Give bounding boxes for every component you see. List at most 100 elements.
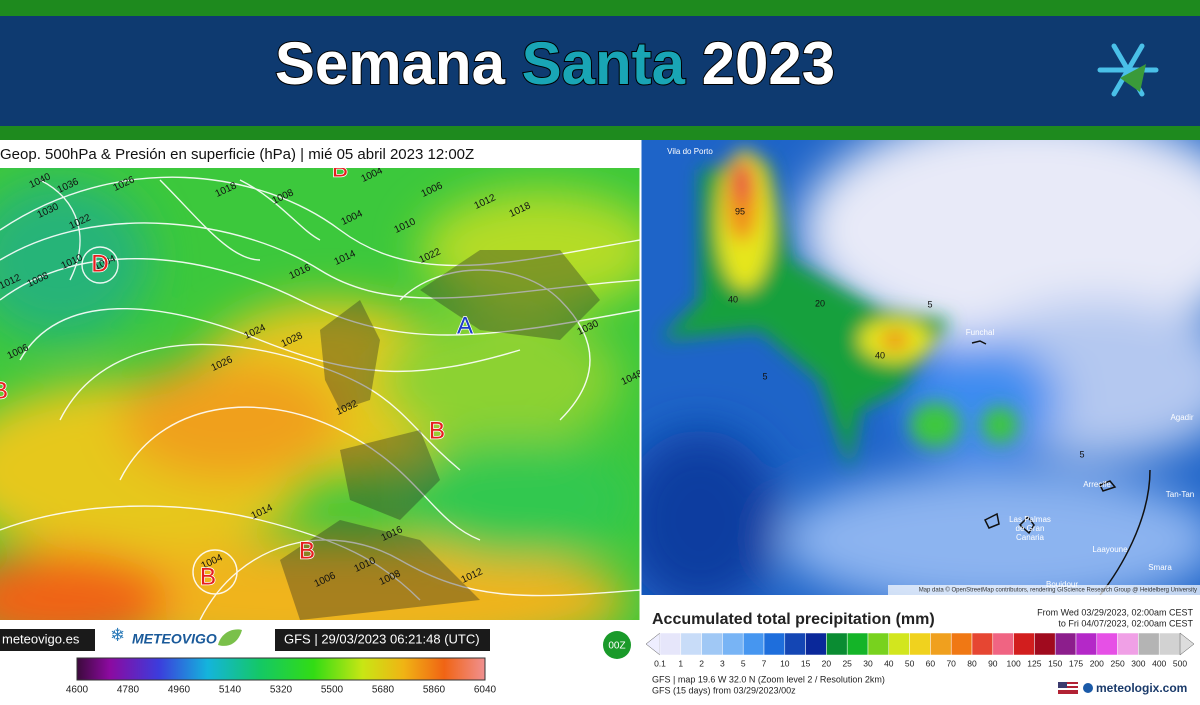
contour-label: 40 [728,294,738,304]
site-box [0,629,95,651]
scale-tick-label: 25 [842,658,852,668]
scale-swatch [784,632,806,656]
title-word: Santa [522,30,686,97]
scale-tick-label: 150 [1048,658,1062,668]
scale-swatch [742,632,765,656]
flag-icon [1058,682,1078,694]
scale-swatch [722,632,744,656]
scale-tick-label: 175 [1069,658,1083,668]
scale-tick-label: 7 [762,658,767,668]
scale-tick-label: 70 [946,658,956,668]
scale-swatch [950,632,973,656]
scale-swatch [805,632,827,656]
place-label: Funchal [966,328,995,337]
contour-label: 5 [1079,449,1084,459]
place-label: Las Palmas de Gran Canaria [1009,515,1051,542]
scale-tick-label: 250 [1111,658,1125,668]
colorbar-tick-label: 5500 [321,685,344,696]
scale-tick-label: 80 [967,658,977,668]
precipitation-labels: Vila do Porto Funchal Agadir Arrecife Las Pa… [667,147,1194,589]
scale-tick-label: 20 [822,658,832,668]
header-stripe [0,0,1200,16]
attribution-bg [888,585,1200,595]
scale-tick-label: 125 [1027,658,1041,668]
scale-swatch [1096,632,1118,656]
scale-swatch [659,632,682,656]
scale-tick-label: 15 [801,658,811,668]
scale-swatch [826,632,848,656]
scale-tick-label: 1 [678,658,683,668]
geopotential-colorbar [76,657,486,681]
legend-date: From Wed 03/29/2023, 02:00am CEST [1037,607,1193,617]
scale-swatch [1054,632,1077,656]
place-label: Vila do Porto [667,147,713,156]
run-label: GFS | 29/03/2023 06:21:48 (UTC) [284,631,480,646]
scale-tick-label: 60 [926,658,936,668]
scale-tick-label: 0.1 [654,658,666,668]
run-box [275,629,490,651]
map-title: Geop. 500hPa & Presión en superficie (hP… [0,146,474,163]
scale-swatch [971,632,994,656]
place-label: Laayoune [1092,545,1128,554]
contour-label: 95 [735,206,745,216]
scale-swatch [867,632,890,656]
brand-label: meteologix.com [1096,681,1187,695]
colorbar-tick-label: 6040 [474,685,497,696]
contour-label: 5 [762,371,767,381]
colorbar-tick-label: 5140 [219,685,242,696]
contour-label: 5 [927,299,932,309]
scale-swatch [992,632,1014,656]
place-label: Arrecife [1083,480,1111,489]
page-title: Semana Santa 2023 [275,30,835,97]
cycle-label: 00Z [608,641,625,652]
colorbar-tick-label: 4600 [66,685,89,696]
scale-tick-label: 10 [780,658,790,668]
pressure-center: A [457,312,473,339]
contour-label: 40 [875,350,885,360]
place-label: Agadir [1170,413,1193,422]
scale-tick-label: 500 [1173,658,1187,668]
scale-tick-label: 100 [1007,658,1021,668]
scale-swatch [1117,632,1139,656]
title-word: 2023 [702,30,835,97]
pressure-center: B [299,537,315,564]
scale-tick-label: 300 [1131,658,1145,668]
header-band [0,16,1200,126]
title-word: Semana [275,30,506,97]
scale-swatch [1034,632,1056,656]
pressure-center: B [0,377,8,404]
scale-swatch [701,632,723,656]
place-label: Boujdour [1046,580,1078,589]
scale-swatch [1013,632,1035,656]
geopotential-map [0,168,640,620]
site-label: meteovigo.es [2,631,80,646]
brand-icon: ❄ [110,625,125,645]
scale-tick-label: 50 [905,658,915,668]
header-stripe [0,126,1200,140]
cycle-badge [603,631,631,659]
legend-date: to Fri 04/07/2023, 02:00am CEST [1058,618,1193,628]
scale-tick-label: 200 [1090,658,1104,668]
scale-tick-label: 2 [699,658,704,668]
place-label: Tan-Tan [1166,490,1194,499]
model-label: GFS (15 days) from 03/29/2023/00z [652,685,796,695]
scale-swatch [1158,632,1181,656]
map-title-bar [0,140,640,168]
colorbar-tick-label: 4960 [168,685,191,696]
pressure-center: D [91,250,108,277]
scale-tick-label: 3 [720,658,725,668]
scale-swatch [930,632,952,656]
scale-arrow [1179,632,1195,656]
contour-label: 20 [815,298,825,308]
pressure-center: B [429,417,445,444]
scale-swatch [888,632,910,656]
legend-title: Accumulated total precipitation (mm) [652,611,935,628]
scale-swatch [1138,632,1160,656]
colorbar-tick-label: 5680 [372,685,395,696]
precipitation-map [641,140,1200,595]
place-label: Smara [1148,563,1172,572]
scale-tick-label: 5 [741,658,746,668]
brand-leaf [218,629,242,646]
